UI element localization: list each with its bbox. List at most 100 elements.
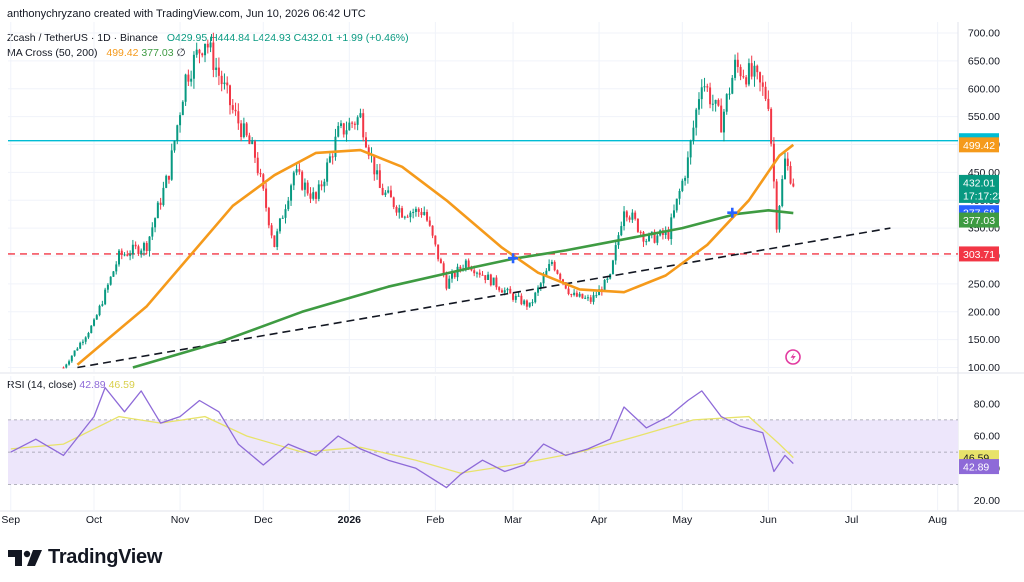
candle-body bbox=[489, 274, 492, 286]
candle-body bbox=[722, 111, 725, 133]
candle-body bbox=[101, 304, 104, 306]
candle-body bbox=[170, 150, 173, 180]
brand[interactable]: TradingView bbox=[8, 546, 162, 569]
candle-body bbox=[112, 271, 115, 277]
candle-body bbox=[237, 111, 240, 124]
x-tick-label: 2026 bbox=[338, 514, 362, 526]
candle-body bbox=[145, 243, 148, 252]
rsi-line bbox=[10, 386, 794, 489]
candle-body bbox=[240, 123, 243, 138]
candle-body bbox=[639, 231, 642, 233]
candle-body bbox=[378, 170, 381, 188]
chart-header: anthonychryzano created with TradingView… bbox=[7, 8, 366, 20]
x-tick-label: Oct bbox=[86, 514, 102, 526]
candle-body bbox=[245, 123, 248, 136]
candle-body bbox=[439, 259, 442, 264]
candle-body bbox=[656, 235, 659, 243]
candle-body bbox=[645, 241, 648, 243]
candle-body bbox=[215, 67, 218, 70]
candle-body bbox=[675, 198, 678, 211]
candle-body bbox=[695, 109, 698, 128]
candle-body bbox=[700, 87, 703, 100]
rsi-tick-label: 20.00 bbox=[974, 495, 1000, 507]
candle-body bbox=[62, 367, 65, 369]
candle-body bbox=[334, 136, 337, 157]
rsi-lines bbox=[10, 386, 794, 489]
candle-body bbox=[162, 187, 165, 205]
candle-body bbox=[204, 43, 207, 56]
candle-body bbox=[714, 99, 717, 104]
candle-body bbox=[653, 231, 656, 243]
candle-body bbox=[667, 230, 670, 240]
candle-body bbox=[648, 233, 651, 242]
candle-body bbox=[553, 261, 556, 271]
price-tag-text: 432.01 bbox=[963, 177, 995, 189]
candle-body bbox=[789, 165, 792, 184]
candle-body bbox=[328, 156, 331, 163]
candle-body bbox=[736, 59, 739, 67]
candle-body bbox=[134, 244, 137, 247]
x-tick-label: Jun bbox=[760, 514, 777, 526]
price-labels: 506.80499.42432.0117:17:23377.68377.0330… bbox=[959, 133, 1004, 475]
candle-body bbox=[756, 65, 759, 73]
candle-body bbox=[734, 59, 737, 78]
candle-body bbox=[106, 284, 109, 290]
candle-body bbox=[692, 127, 695, 141]
candle-body bbox=[720, 105, 723, 133]
rsi-ma-value: 46.59 bbox=[108, 379, 135, 391]
candle-body bbox=[323, 181, 326, 187]
candle-body bbox=[167, 175, 170, 180]
candle-body bbox=[345, 130, 348, 135]
candle-body bbox=[309, 193, 312, 199]
candle-body bbox=[517, 295, 520, 297]
price-tag-text: 42.89 bbox=[963, 462, 989, 474]
ma-fast-value: 499.42 bbox=[106, 47, 139, 59]
candle-body bbox=[201, 53, 204, 56]
candle-body bbox=[273, 235, 276, 247]
rsi-legend: RSI (14, close) 42.89 46.59 bbox=[7, 379, 135, 391]
candle-body bbox=[76, 348, 79, 351]
candle-body bbox=[431, 225, 434, 236]
candle-body bbox=[437, 244, 440, 260]
candle-body bbox=[356, 117, 359, 125]
ma-suffix: ∅ bbox=[176, 47, 186, 59]
candle-body bbox=[420, 211, 423, 216]
candle-body bbox=[764, 86, 767, 99]
candle-body bbox=[179, 115, 182, 126]
candle-body bbox=[689, 140, 692, 158]
price-tag-text: 377.03 bbox=[963, 215, 995, 227]
candle-body bbox=[484, 275, 487, 280]
ma-fast-line bbox=[76, 143, 795, 366]
candle-body bbox=[95, 315, 98, 320]
price-chart[interactable]: 100.00150.00200.00250.00300.00350.00400.… bbox=[0, 0, 1024, 540]
candle-body bbox=[151, 227, 154, 237]
candle-body bbox=[120, 250, 123, 255]
candle-body bbox=[525, 300, 528, 307]
rsi-band bbox=[8, 419, 958, 485]
candle-body bbox=[520, 295, 523, 305]
x-tick-label: Sep bbox=[1, 514, 20, 526]
candle-body bbox=[284, 209, 287, 218]
flash-icon[interactable] bbox=[785, 349, 801, 365]
moving-averages bbox=[76, 143, 891, 369]
x-tick-label: Jul bbox=[845, 514, 858, 526]
x-tick-label: Apr bbox=[591, 514, 608, 526]
candle-body bbox=[470, 268, 473, 271]
candle-body bbox=[697, 99, 700, 110]
candle-body bbox=[73, 350, 76, 356]
candle-body bbox=[531, 302, 534, 304]
candle-body bbox=[747, 63, 750, 85]
tradingview-logo-icon bbox=[8, 549, 42, 566]
candle-body bbox=[315, 192, 318, 199]
symbol-name[interactable]: Zcash / TetherUS · 1D · Binance bbox=[7, 32, 158, 44]
candle-body bbox=[603, 279, 606, 292]
candle-body bbox=[184, 74, 187, 102]
candle-body bbox=[351, 122, 354, 124]
candle-body bbox=[706, 86, 709, 88]
ma-label[interactable]: MA Cross (50, 200) bbox=[7, 47, 98, 59]
rsi-label[interactable]: RSI (14, close) bbox=[7, 379, 77, 391]
candle-body bbox=[326, 162, 329, 182]
candle-body bbox=[387, 190, 390, 193]
candle-body bbox=[745, 77, 748, 85]
candle-body bbox=[256, 157, 259, 174]
